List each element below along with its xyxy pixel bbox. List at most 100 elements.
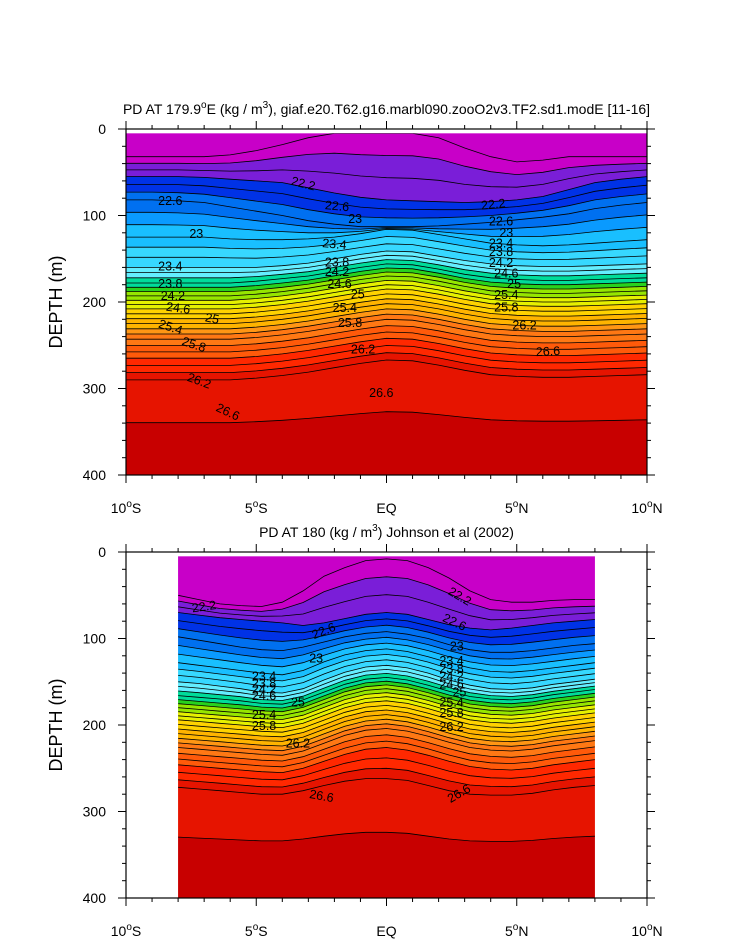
y-tick-label: 300: [83, 381, 107, 397]
contour-line: [178, 728, 595, 756]
contour-line: [178, 642, 595, 668]
contour-line: [178, 653, 595, 682]
contour-line: [126, 313, 647, 335]
x-axis: 10oS 5oS EQ 5oN 10oN: [111, 544, 663, 939]
contour-line: [178, 631, 595, 653]
contour-line: [178, 636, 595, 660]
contour-line: [126, 243, 647, 261]
contour-label: 26.6: [308, 787, 334, 805]
contour-line: [178, 747, 595, 774]
contour-line: [178, 648, 595, 676]
contour-line: [178, 684, 595, 713]
x-axis: 10oS 5oS EQ 5oN 10oN: [111, 121, 663, 516]
contour-line: [126, 308, 647, 330]
contour-label: 23.8: [325, 255, 349, 269]
contour-line: [126, 169, 647, 188]
contour-line: [178, 740, 595, 768]
contour-line: [178, 672, 595, 701]
contour-lines: [126, 133, 647, 424]
contour-band: [178, 832, 595, 898]
contour-line: [178, 831, 595, 842]
contour-label: 25.4: [333, 301, 357, 315]
contour-label: 23.4: [489, 236, 513, 250]
contour-line: [178, 668, 595, 698]
contour-label: 25.4: [439, 696, 463, 710]
contour-label: 24.2: [252, 683, 276, 697]
y-axis-title: DEPTH (m): [46, 256, 66, 349]
contour-line: [178, 692, 595, 720]
contour-label: 24.6: [252, 689, 276, 703]
contour-line: [126, 211, 647, 230]
contour-label: 25: [507, 277, 521, 291]
contour-line: [178, 700, 595, 729]
contour-fill: [126, 133, 647, 475]
contour-label: 26.2: [512, 318, 536, 332]
contour-line: [178, 757, 595, 781]
contour-label: 23.4: [322, 236, 348, 252]
contour-label: 23: [189, 227, 203, 241]
y-tick-label: 400: [83, 467, 107, 483]
chart-title: PD AT 179.9oE (kg / m3), giaf.e20.T62.g1…: [123, 100, 650, 117]
contour-label: 25.4: [252, 708, 276, 722]
contour-line: [178, 688, 595, 716]
contour-label: 24.2: [325, 265, 349, 279]
contour-label: 22.6: [158, 194, 182, 208]
chart-title: PD AT 180 (kg / m3) Johnson et al (2002): [259, 523, 514, 540]
contour-label: 25: [204, 310, 221, 327]
contour-label: 25: [351, 287, 365, 301]
contour-label: 23.8: [439, 662, 463, 676]
contour-line: [126, 191, 647, 219]
contour-line: [178, 618, 595, 638]
contour-label: 22.2: [191, 598, 217, 615]
contour-label: 25: [452, 685, 466, 699]
contour-label: 23.8: [158, 277, 182, 291]
contour-line: [178, 676, 595, 705]
contour-label: 22.6: [324, 198, 350, 214]
x-tick-label: EQ: [376, 500, 396, 516]
contour-label: 25.8: [338, 316, 362, 330]
contour-line: [126, 337, 647, 359]
contour-line: [178, 680, 595, 709]
x-tick-label: 10oS: [111, 499, 141, 516]
contour-line: [126, 352, 647, 373]
contour-label: 25: [291, 696, 305, 710]
contour-line: [126, 254, 647, 273]
contour-line: [126, 184, 647, 211]
contour-line: [126, 303, 647, 324]
contour-line: [126, 133, 647, 163]
y-tick-label: 200: [83, 717, 107, 733]
contour-line: [126, 199, 647, 228]
y-tick-label: 300: [83, 804, 107, 820]
x-tick-label: 5oS: [245, 499, 268, 516]
y-tick-label: 200: [83, 294, 107, 310]
contour-line: [178, 704, 595, 733]
contour-label: 23: [309, 652, 323, 666]
x-tick-label: 5oS: [245, 922, 268, 939]
y-axis-title: DEPTH (m): [46, 679, 66, 772]
contour-line: [178, 659, 595, 688]
contour-label: 24.6: [327, 277, 351, 291]
contour-line: [126, 331, 647, 353]
contour-label: 23.4: [252, 670, 276, 684]
contour-line: [178, 612, 595, 631]
contour-line: [178, 723, 595, 752]
contour-line: [126, 279, 647, 301]
contour-line: [178, 664, 595, 694]
contour-label: 23.8: [489, 245, 513, 259]
contour-label: 25.8: [439, 706, 463, 720]
y-axis: 0 100 200 300 400 DEPTH (m): [46, 544, 655, 906]
x-tick-label: 5oN: [505, 922, 528, 939]
contour-line: [178, 767, 595, 788]
contour-line: [126, 345, 647, 366]
contour-label: 22.6: [489, 215, 513, 229]
contour-line: [126, 228, 647, 247]
contour-label: 25.8: [494, 300, 518, 314]
contour-label: 24.6: [439, 677, 463, 691]
contour-line: [178, 576, 595, 612]
contour-label: 26.6: [535, 344, 560, 359]
contour-line: [126, 267, 647, 288]
contour-line: [126, 152, 647, 176]
contour-label: 26.6: [369, 386, 393, 400]
